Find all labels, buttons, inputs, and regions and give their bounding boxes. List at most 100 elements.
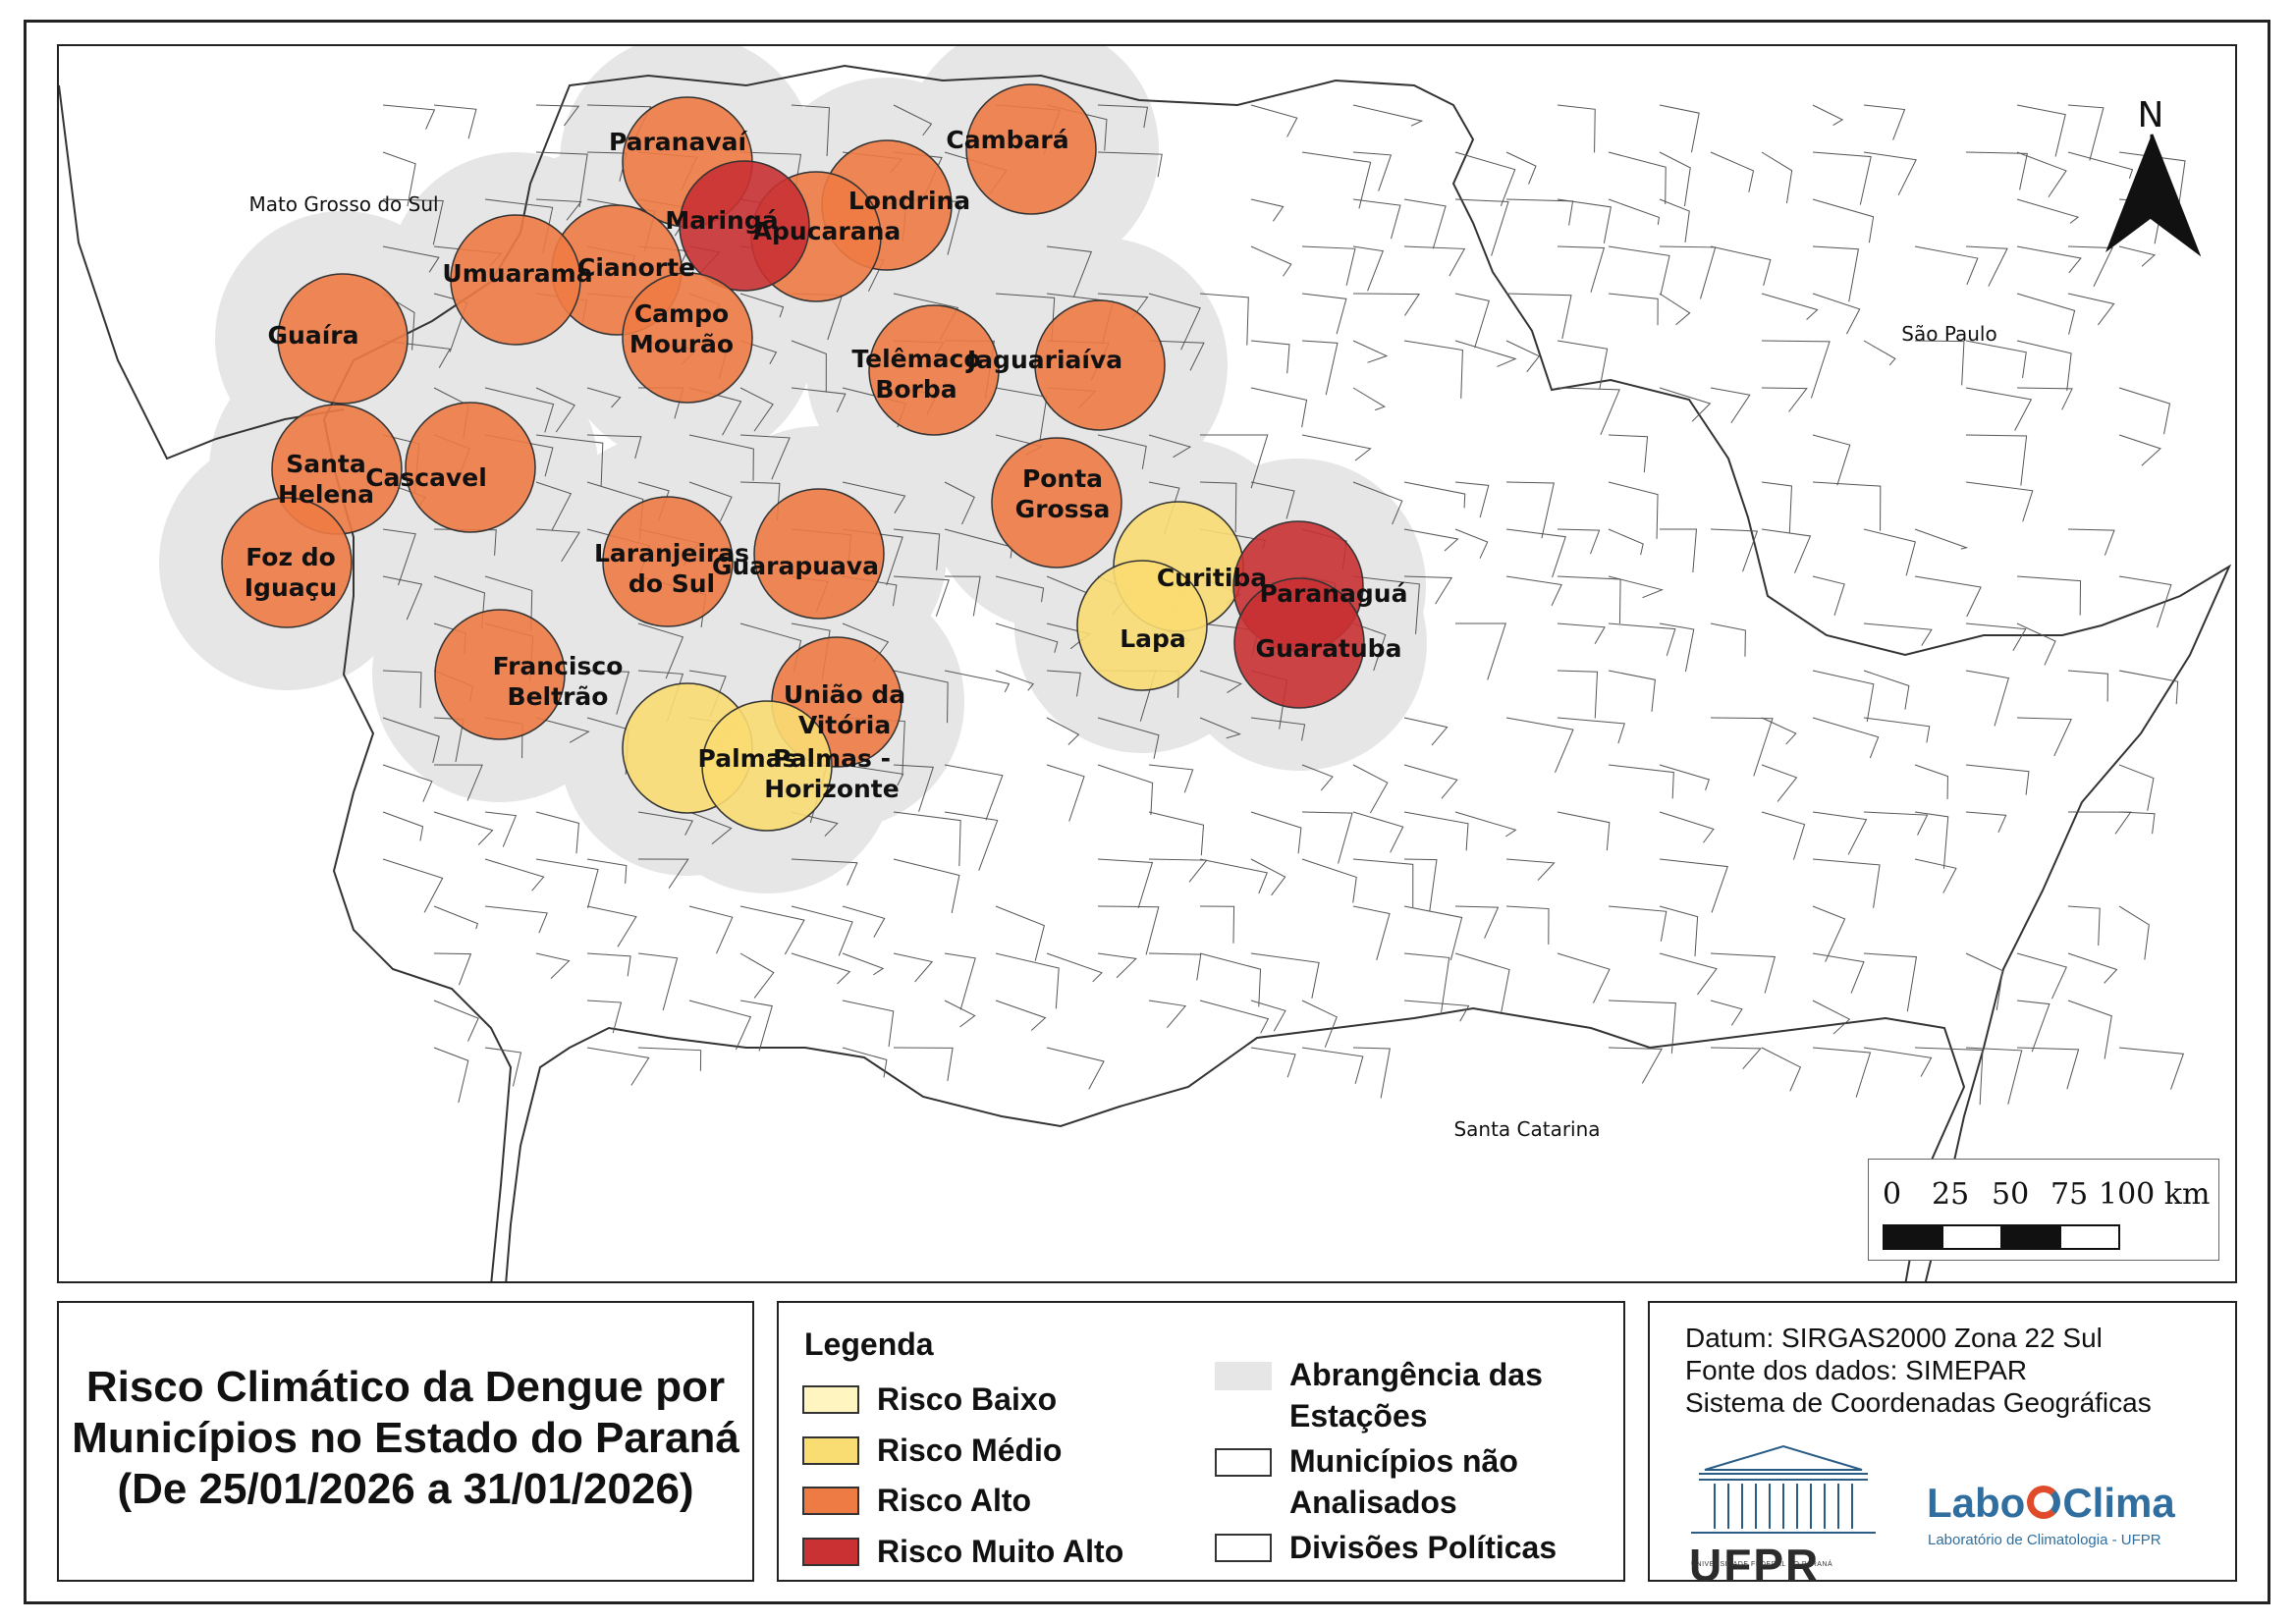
municipal-boundary — [1403, 717, 1449, 746]
scale-tick-0: 0 — [1883, 1177, 1902, 1212]
municipal-boundary — [1659, 622, 1695, 673]
municipal-boundary — [1199, 670, 1242, 693]
risk-circle — [277, 273, 409, 405]
municipal-boundary — [1608, 198, 1660, 226]
laboclima-logo: Labo Clima — [1927, 1480, 2175, 1527]
municipal-boundary — [1914, 528, 1969, 550]
municipal-boundary — [1454, 151, 1516, 206]
municipal-boundary — [1250, 387, 1308, 428]
municipal-boundary — [1608, 245, 1670, 296]
municipal-boundary — [791, 340, 827, 393]
municipal-boundary — [1199, 481, 1237, 533]
legend-item-risco-alto: Risco Alto — [802, 1480, 1031, 1521]
municipal-boundary — [382, 811, 424, 841]
legend-item-risco-baixo: Risco Baixo — [802, 1379, 1057, 1420]
municipal-boundary — [433, 1000, 479, 1042]
municipal-boundary — [1608, 905, 1667, 942]
municipal-boundary — [1199, 952, 1262, 1007]
municipal-boundary — [382, 858, 444, 913]
municipal-boundary — [586, 952, 631, 977]
municipal-boundary — [1046, 717, 1080, 745]
municipal-boundary — [791, 858, 858, 886]
municipal-boundary — [2118, 151, 2186, 210]
municipal-boundary — [1710, 622, 1746, 657]
municipal-boundary — [1710, 528, 1759, 572]
legend-swatch-outline — [1215, 1448, 1272, 1477]
legend-label: Risco Baixo — [877, 1381, 1058, 1417]
map-title: Risco Climático da Dengue por Municípios… — [59, 1362, 752, 1515]
municipal-boundary — [2016, 293, 2076, 335]
legend-item-municipios-nao-analisados: Municípios não Analisados — [1215, 1440, 1518, 1523]
municipal-boundary — [1199, 1000, 1270, 1034]
municipal-boundary — [2016, 575, 2082, 616]
municipal-boundary — [1403, 528, 1459, 552]
ufpr-subtitle: UNIVERSIDADE FEDERAL DO PARANÁ — [1691, 1561, 1833, 1568]
municipal-boundary — [1812, 1000, 1851, 1035]
municipal-boundary — [944, 764, 1004, 821]
map-panel: Paranavaí Cambará Londrina Apucarana Maringá… — [57, 44, 2237, 1283]
risk-circle — [1076, 560, 1208, 691]
crs-text: Sistema de Coordenadas Geográficas — [1685, 1387, 2152, 1418]
municipal-boundary — [1965, 952, 2003, 1011]
municipal-boundary — [1250, 1047, 1296, 1078]
municipal-boundary — [1148, 764, 1194, 793]
municipal-boundary — [1812, 717, 1880, 759]
municipal-boundary — [1046, 670, 1081, 697]
municipal-boundary — [1965, 670, 2010, 727]
municipal-boundary — [382, 528, 416, 586]
legend-label: Municípios não Analisados — [1289, 1443, 1518, 1520]
station-label: Cianorte — [577, 253, 695, 282]
municipal-boundary — [2067, 811, 2132, 835]
municipal-boundary — [791, 952, 851, 985]
municipal-boundary — [893, 1047, 954, 1081]
municipal-boundary — [2067, 905, 2101, 947]
municipal-boundary — [688, 434, 754, 481]
municipal-boundary — [1914, 340, 1965, 386]
municipal-boundary — [893, 858, 960, 913]
municipal-boundary — [586, 1000, 623, 1034]
municipal-boundary — [1454, 481, 1490, 518]
municipal-boundary — [1710, 151, 1755, 192]
municipal-boundary — [1965, 764, 2030, 795]
municipal-boundary — [1097, 952, 1137, 979]
municipal-boundary — [1403, 858, 1438, 912]
risk-circle — [602, 496, 734, 627]
municipal-boundary — [484, 811, 518, 847]
municipal-boundary — [1148, 858, 1208, 883]
municipal-boundary — [1097, 858, 1154, 908]
station-label: Guaratuba — [1256, 634, 1402, 663]
municipal-boundary — [1301, 151, 1372, 209]
municipal-boundary — [1557, 245, 1606, 293]
municipal-boundary — [1812, 198, 1875, 243]
municipal-boundary — [1505, 481, 1555, 539]
municipal-boundary — [1199, 858, 1268, 894]
municipal-boundary — [2016, 952, 2067, 1000]
municipal-boundary — [1505, 198, 1574, 226]
municipal-boundary — [1965, 245, 2008, 287]
municipal-boundary — [1812, 858, 1881, 908]
municipal-boundary — [1659, 151, 1691, 207]
municipal-boundary — [1761, 293, 1819, 320]
municipal-boundary — [1863, 670, 1910, 710]
municipal-boundary — [1403, 481, 1466, 509]
legend-panel: Legenda Risco Baixo Risco Médio Risco Al… — [777, 1301, 1625, 1582]
municipal-boundary — [1403, 811, 1469, 851]
municipal-boundary — [382, 245, 440, 273]
municipal-boundary — [842, 905, 886, 938]
swirl-icon — [2027, 1486, 2061, 1519]
info-panel: Datum: SIRGAS2000 Zona 22 Sul Fonte dos … — [1648, 1301, 2237, 1591]
station-label: Iguaçu — [245, 573, 337, 602]
station-label: Grossa — [1015, 495, 1111, 523]
municipal-boundary — [1863, 622, 1933, 646]
municipal-boundary — [1505, 340, 1541, 373]
municipal-boundary — [688, 1000, 752, 1051]
municipal-boundary — [1557, 575, 1621, 624]
municipal-boundary — [1761, 528, 1812, 573]
municipal-boundary — [1608, 151, 1667, 204]
municipal-boundary — [535, 858, 599, 908]
municipal-boundary — [893, 528, 941, 570]
municipal-boundary — [1557, 811, 1611, 851]
scale-tick-50: 50 — [1992, 1177, 2030, 1212]
municipal-boundary — [535, 528, 580, 563]
municipal-boundary — [1199, 905, 1235, 944]
